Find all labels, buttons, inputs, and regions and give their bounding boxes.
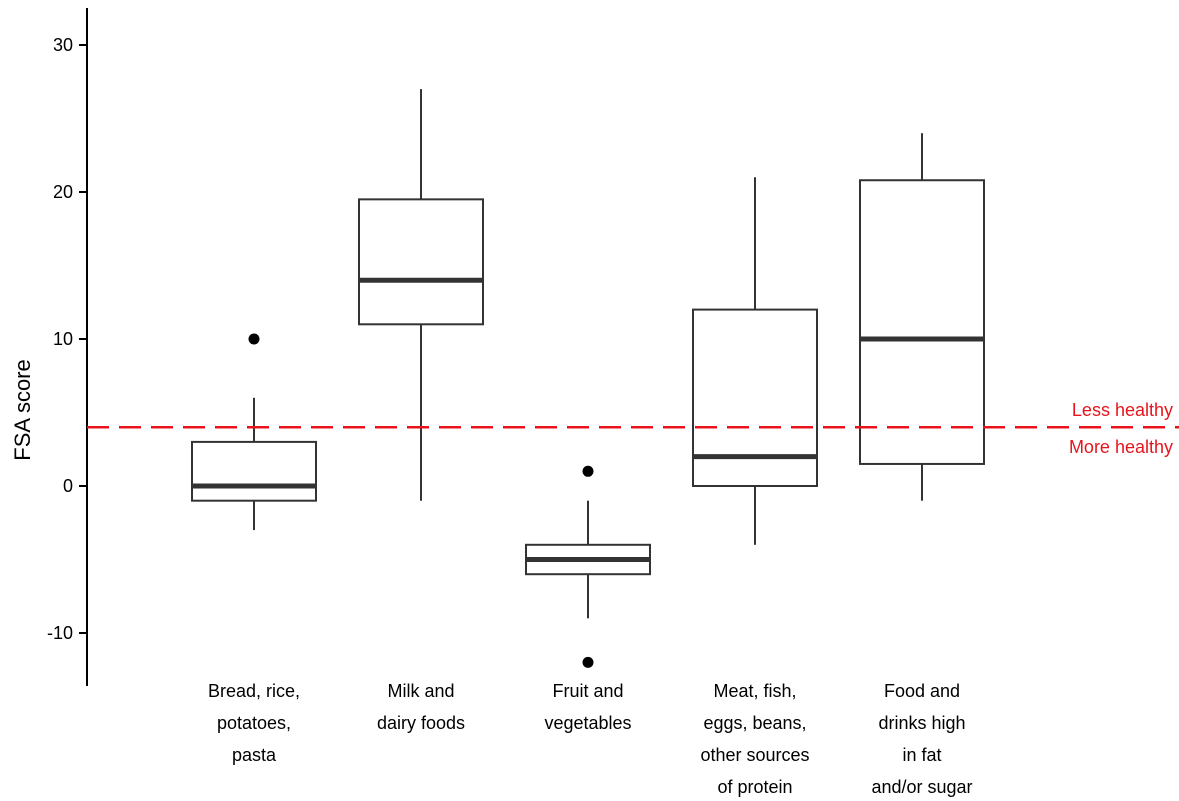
category-label-line: in fat xyxy=(902,745,941,765)
category-label: Bread, rice, potatoes, pasta xyxy=(208,681,300,765)
outlier-point xyxy=(582,465,594,477)
category-label-line: and/or sugar xyxy=(871,777,972,797)
iqr-box xyxy=(191,440,317,502)
category-label-line: Meat, fish, xyxy=(713,681,796,701)
category-label: Milk and dairy foods xyxy=(377,681,465,733)
y-tick-label: -10 xyxy=(47,623,73,643)
category-label-line: Food and xyxy=(884,681,960,701)
boxes-group xyxy=(191,89,985,668)
iqr-box xyxy=(358,198,484,326)
category-label-line: pasta xyxy=(232,745,277,765)
y-axis-title: FSA score xyxy=(10,359,35,460)
y-axis: -10 0 10 20 30 xyxy=(47,8,88,686)
less-healthy-label: Less healthy xyxy=(1072,400,1173,420)
category-label-line: vegetables xyxy=(544,713,631,733)
category-label-line: Fruit and xyxy=(552,681,623,701)
box-4 xyxy=(692,177,818,545)
y-tick-label: 0 xyxy=(63,476,73,496)
reference-line-group: Less healthy More healthy xyxy=(87,400,1179,457)
category-label: Fruit and vegetables xyxy=(544,681,631,733)
more-healthy-label: More healthy xyxy=(1069,437,1173,457)
category-label-line: dairy foods xyxy=(377,713,465,733)
y-tick-label: 30 xyxy=(53,35,73,55)
category-label-line: of protein xyxy=(717,777,792,797)
category-label-line: Milk and xyxy=(387,681,454,701)
category-label-line: Bread, rice, xyxy=(208,681,300,701)
category-labels: Bread, rice, potatoes, pasta Milk and dairy … xyxy=(208,681,973,797)
category-label: Food and drinks high in fat and/or sugar xyxy=(871,681,972,797)
outlier-point xyxy=(582,656,594,668)
iqr-box xyxy=(859,179,985,465)
box-1 xyxy=(191,333,317,531)
box-5 xyxy=(859,133,985,501)
box-2 xyxy=(358,89,484,501)
box-3 xyxy=(525,465,651,668)
y-tick-label: 20 xyxy=(53,182,73,202)
category-label-line: potatoes, xyxy=(217,713,291,733)
category-label-line: eggs, beans, xyxy=(703,713,806,733)
category-label: Meat, fish, eggs, beans, other sources of p… xyxy=(700,681,809,797)
category-label-line: other sources xyxy=(700,745,809,765)
iqr-box xyxy=(692,308,818,487)
y-tick-label: 10 xyxy=(53,329,73,349)
outlier-point xyxy=(248,333,260,345)
category-label-line: drinks high xyxy=(878,713,965,733)
